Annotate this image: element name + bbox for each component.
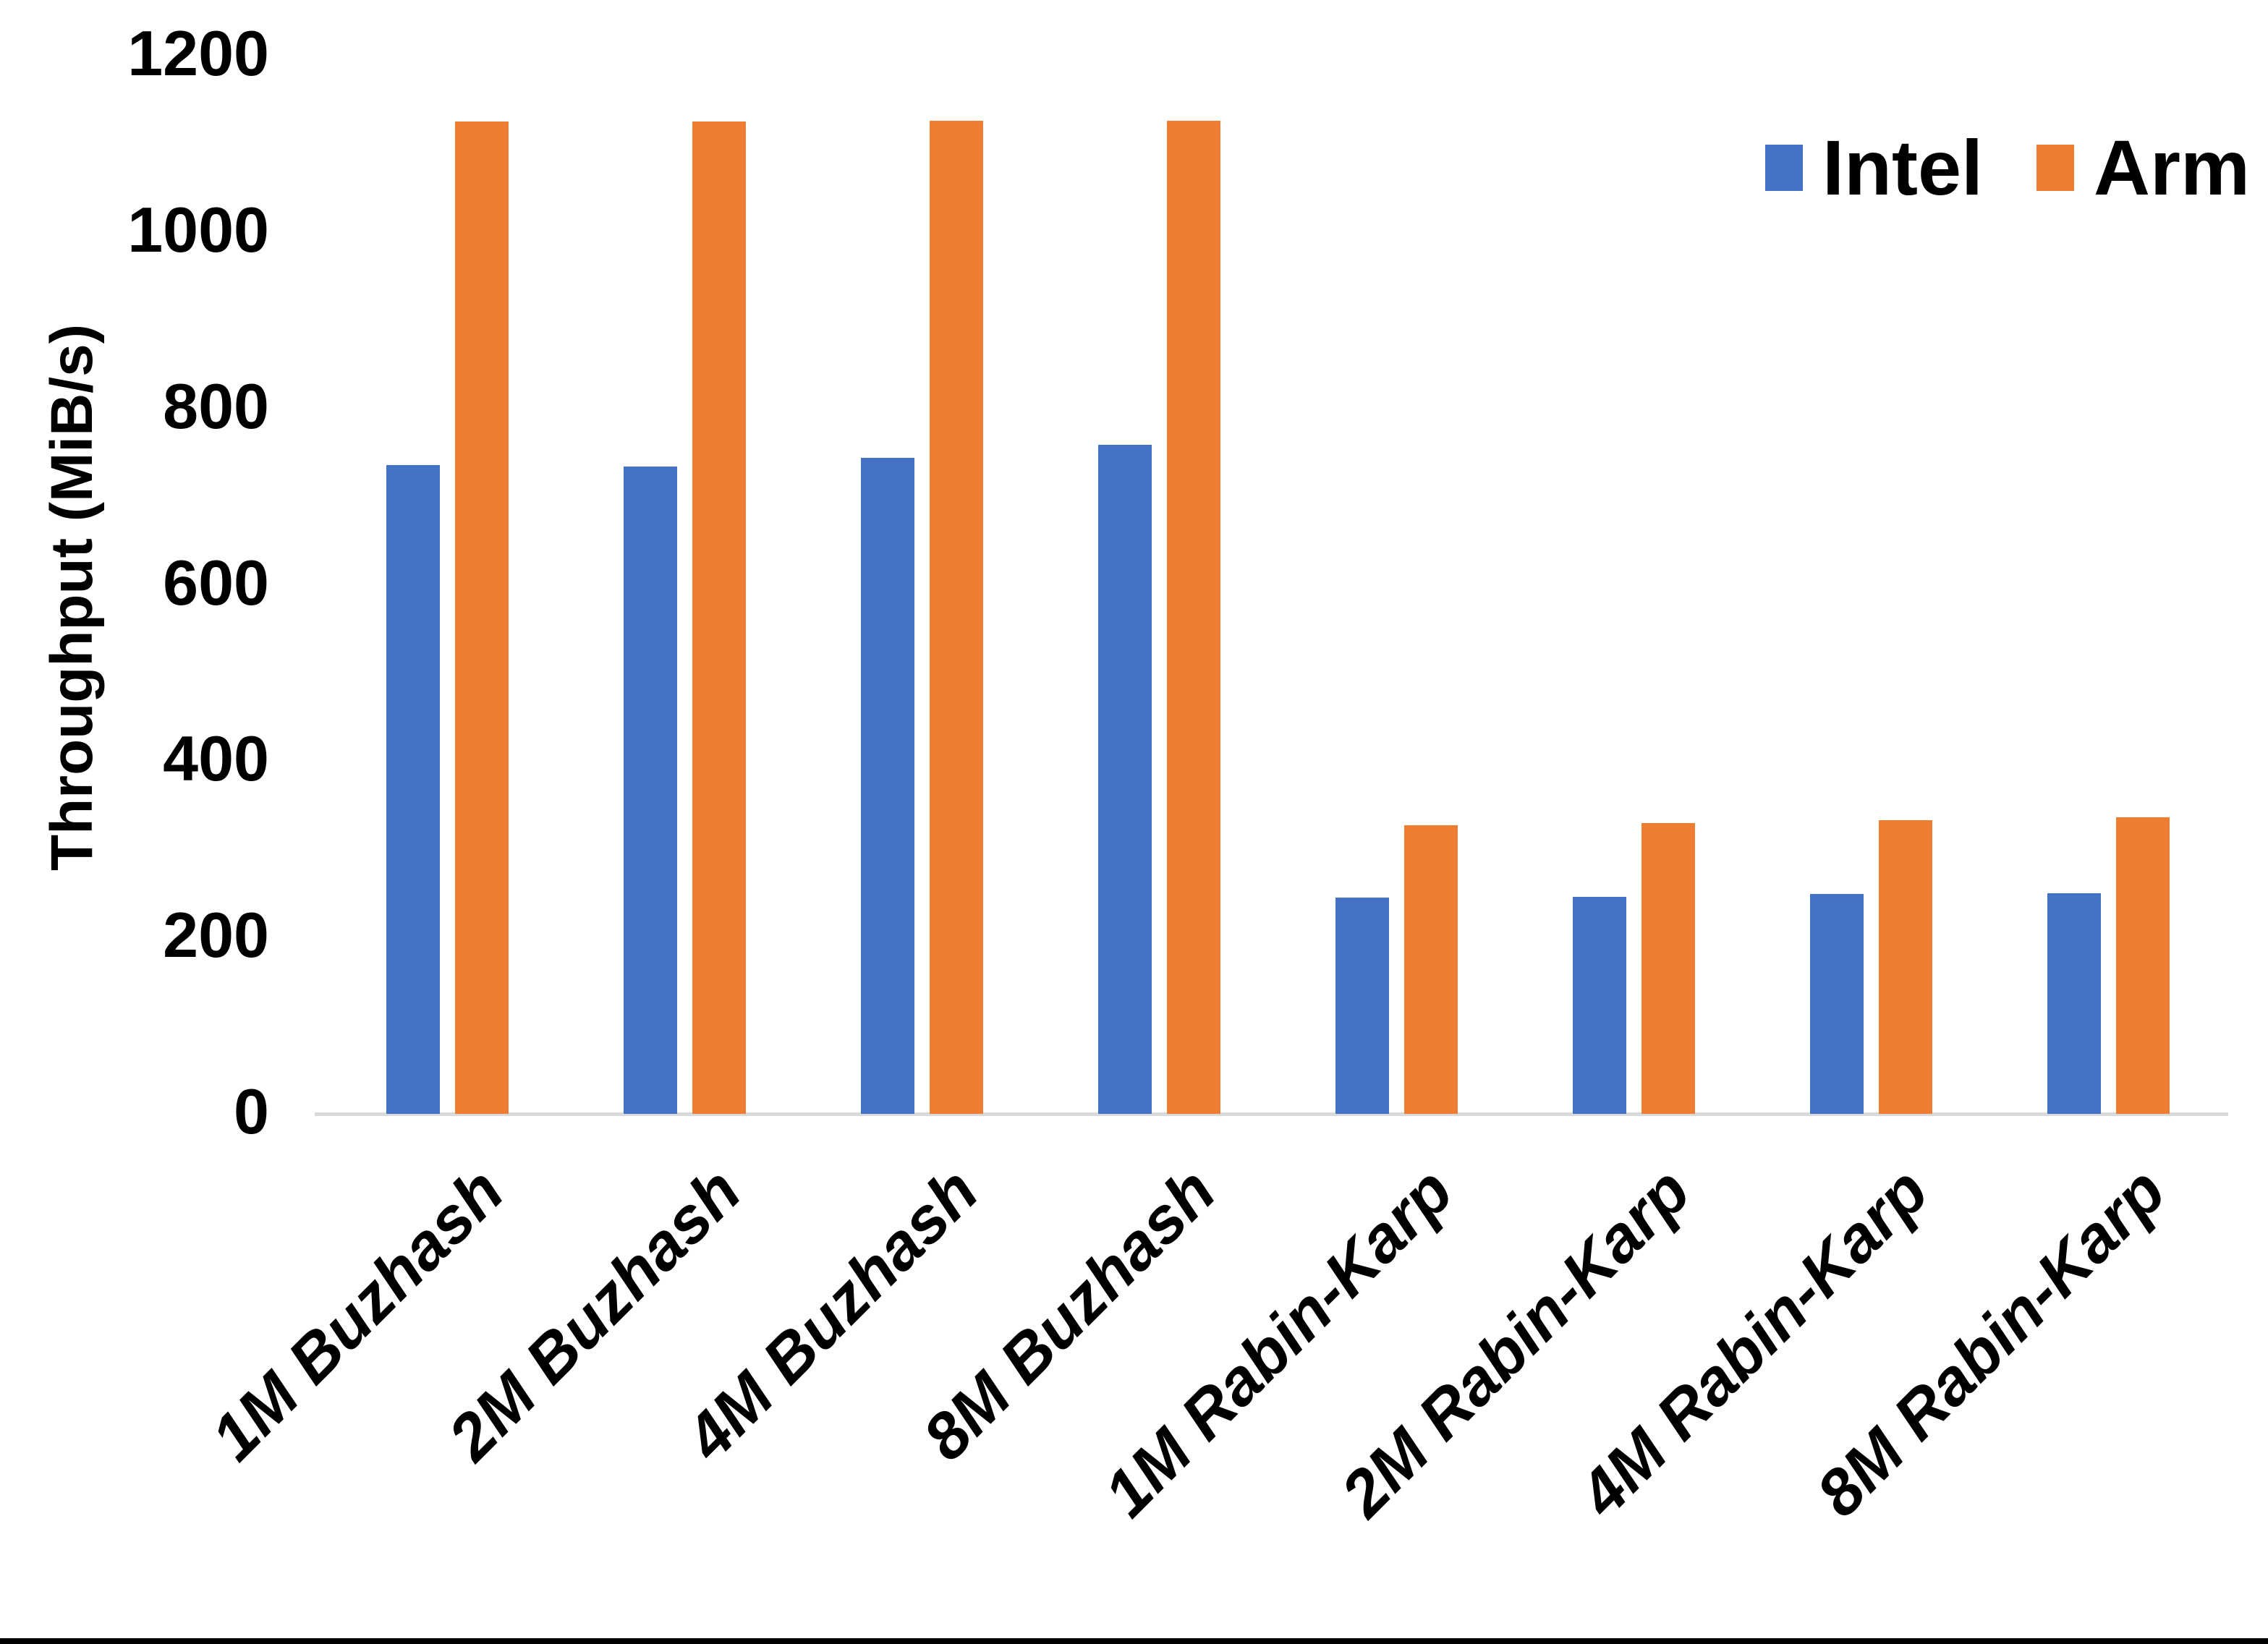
bar-intel-4m-buzhash [860, 457, 914, 1114]
legend-label-arm: Arm [2094, 124, 2251, 211]
bar-intel-4m-rabin-karp [1810, 894, 1864, 1114]
bar-arm-8m-buzhash [1166, 121, 1220, 1114]
legend-label-intel: Intel [1822, 124, 1984, 211]
bar-arm-2m-rabin-karp [1641, 822, 1695, 1114]
legend-swatch-arm [2036, 145, 2075, 191]
y-tick-label-800: 800 [163, 370, 269, 442]
bar-arm-4m-rabin-karp [1879, 820, 1933, 1114]
bar-arm-8m-rabin-karp [2116, 817, 2170, 1114]
bar-arm-1m-buzhash [454, 122, 509, 1114]
legend-swatch-intel [1765, 145, 1803, 191]
bottom-border-strip [0, 1638, 2268, 1644]
y-tick-label-1000: 1000 [127, 193, 269, 265]
y-tick-label-1200: 1200 [127, 17, 269, 89]
y-tick-label-200: 200 [163, 899, 269, 971]
y-tick-label-600: 600 [163, 546, 269, 618]
bar-intel-1m-buzhash [386, 464, 440, 1114]
legend: Intel Arm [1765, 129, 2250, 207]
x-axis-baseline [315, 1112, 2228, 1116]
bar-intel-8m-rabin-karp [2047, 893, 2102, 1114]
bar-intel-2m-rabin-karp [1573, 897, 1626, 1114]
bar-intel-2m-buzhash [623, 467, 677, 1114]
bar-arm-4m-buzhash [929, 121, 983, 1114]
y-tick-label-0: 0 [234, 1076, 269, 1147]
bar-arm-1m-rabin-karp [1403, 825, 1458, 1114]
bar-intel-8m-buzhash [1097, 444, 1152, 1114]
bar-intel-1m-rabin-karp [1335, 898, 1389, 1114]
bar-arm-2m-buzhash [692, 122, 746, 1114]
legend-item-arm: Arm [2036, 129, 2250, 207]
y-tick-label-400: 400 [163, 723, 269, 795]
legend-item-intel: Intel [1765, 129, 1983, 207]
